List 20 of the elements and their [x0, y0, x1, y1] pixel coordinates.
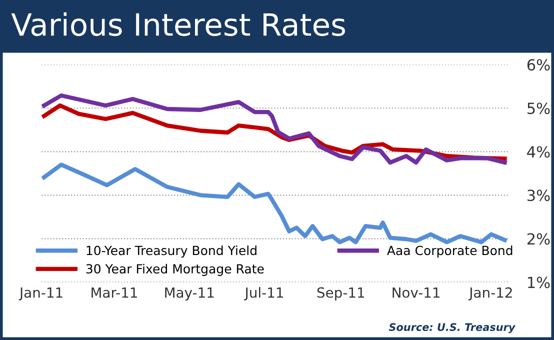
legend-label: 30 Year Fixed Mortgage Rate: [86, 264, 264, 276]
legend-label: 10-Year Treasury Bond Yield: [86, 246, 256, 258]
y-tick-label: 1%: [528, 276, 550, 288]
chart-title: Various Interest Rates: [11, 12, 345, 36]
x-tick-label: Sep-11: [317, 287, 364, 301]
x-tick-label: Mar-11: [92, 287, 137, 298]
x-tick-label: Jan-12: [468, 287, 512, 300]
line-series: [42, 93, 507, 165]
y-tick-label: 4%: [527, 146, 550, 158]
y-tick-label: 5%: [528, 102, 550, 114]
y-tick-label: 2%: [527, 233, 550, 245]
x-tick-label: Jan-11: [18, 287, 62, 300]
x-tick-label: May-11: [165, 287, 214, 301]
x-tick-label: Jul-11: [244, 287, 283, 300]
y-tick-label: 6%: [527, 59, 550, 71]
y-tick-label: 3%: [528, 190, 550, 202]
legend-label: Aaa Corporate Bond: [387, 246, 512, 258]
source-note: Source: U.S. Treasury: [388, 323, 516, 334]
x-tick-label: Nov-11: [392, 287, 440, 298]
line-series: [42, 162, 507, 244]
